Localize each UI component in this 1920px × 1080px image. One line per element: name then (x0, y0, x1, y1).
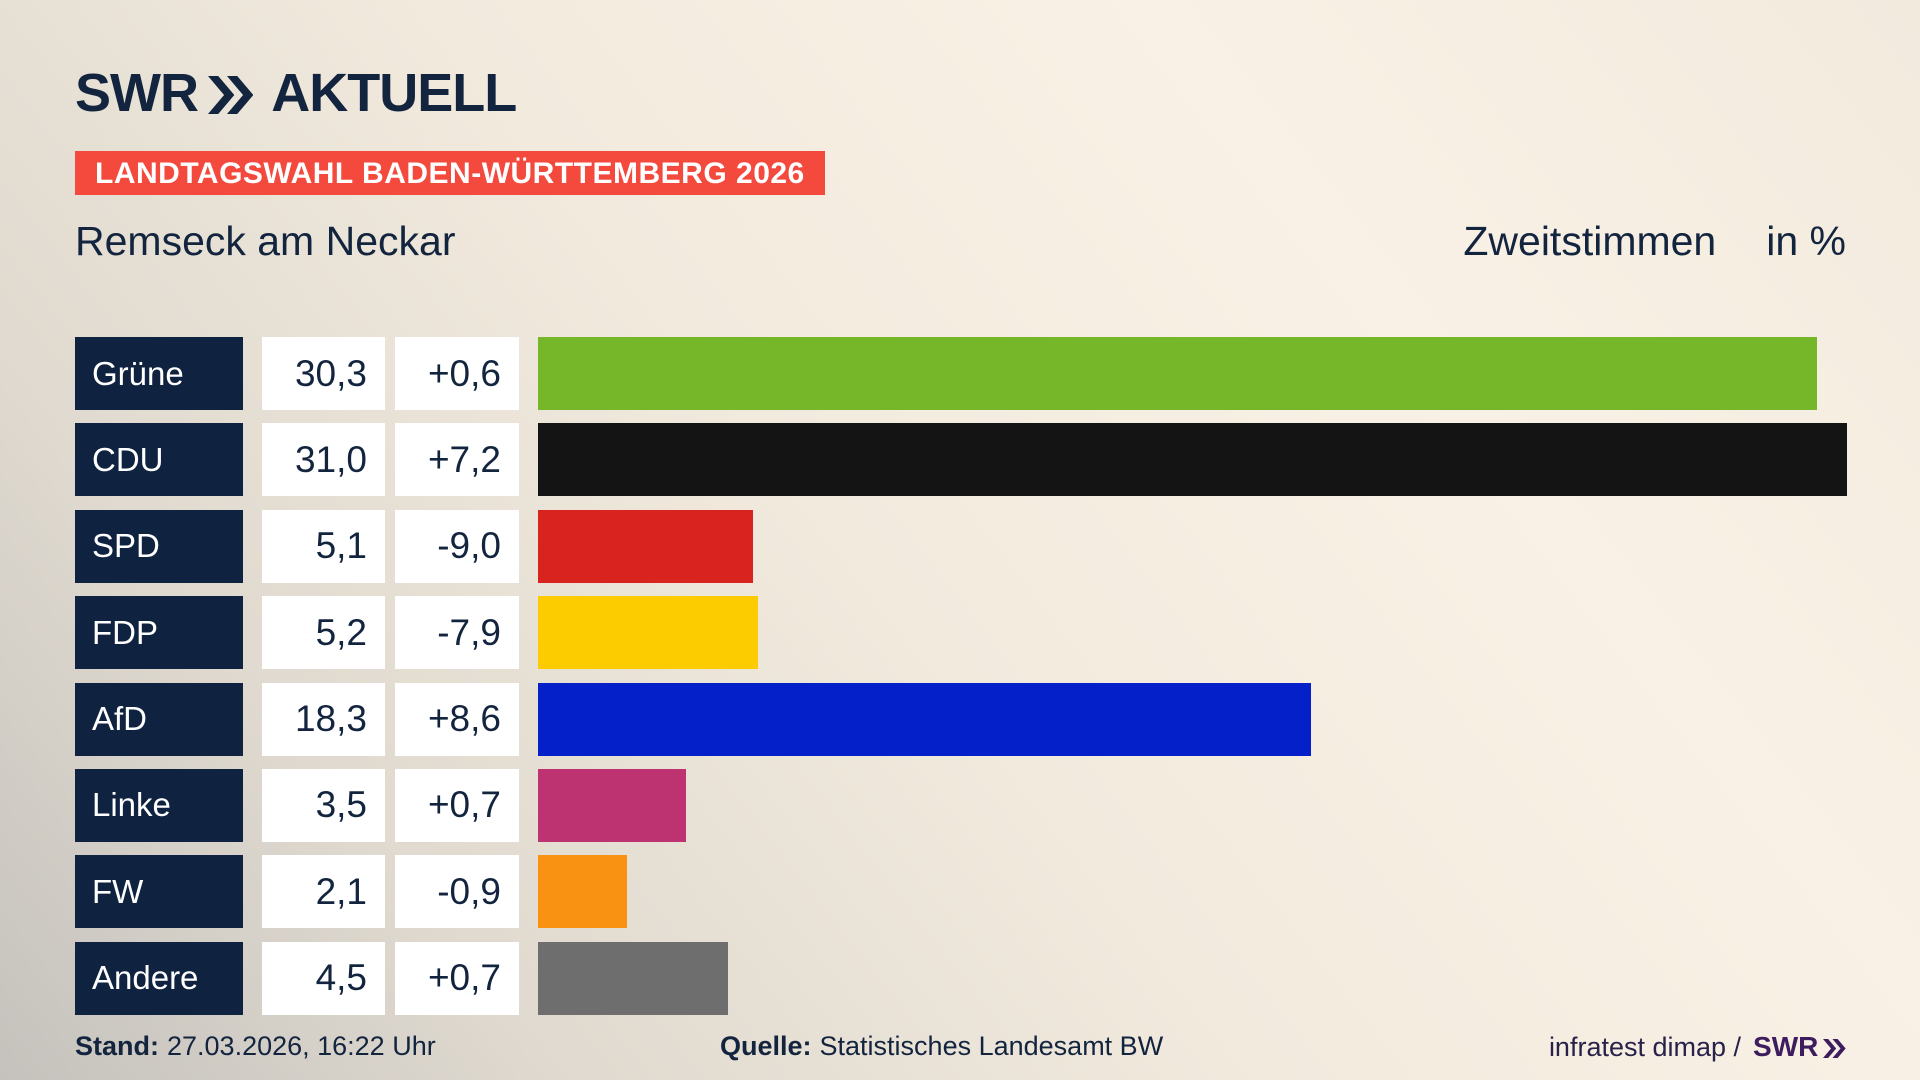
party-label: FDP (75, 596, 243, 670)
bar-track (538, 941, 1847, 1015)
bar-track (538, 337, 1847, 410)
party-row: FDP 5,2 -7,9 (75, 596, 1847, 670)
party-label: Grüne (75, 337, 243, 410)
party-change: -9,0 (395, 509, 519, 583)
party-row: CDU 31,0 +7,2 (75, 423, 1847, 497)
status-stand: Stand: 27.03.2026, 16:22 Uhr (75, 1031, 436, 1062)
bar-track (538, 855, 1847, 929)
quelle-value: Statistisches Landesamt BW (819, 1031, 1164, 1061)
party-row: FW 2,1 -0,9 (75, 855, 1847, 929)
party-row: AfD 18,3 +8,6 (75, 682, 1847, 756)
credit-text: infratest dimap / (1548, 1031, 1742, 1062)
stand-value: 27.03.2026, 16:22 Uhr (167, 1031, 436, 1061)
party-change: +0,7 (395, 941, 519, 1015)
party-label: AfD (75, 682, 243, 756)
party-bar (538, 509, 754, 583)
page-title: Remseck am Neckar (75, 218, 456, 264)
party-change: +7,2 (395, 423, 519, 497)
party-bar (538, 423, 1847, 497)
party-value: 5,1 (262, 509, 385, 583)
party-change: -0,9 (395, 855, 519, 929)
vote-type-header: Zweitstimmen in % (1463, 218, 1846, 265)
bar-track (538, 682, 1847, 756)
party-row: Linke 3,5 +0,7 (75, 768, 1847, 842)
party-label: Linke (75, 768, 243, 842)
swr-footer-wordmark: SWR (1753, 1031, 1819, 1062)
party-value: 3,5 (262, 768, 385, 842)
party-bar (538, 768, 686, 842)
party-change: +0,7 (395, 768, 519, 842)
bar-track (538, 596, 1847, 670)
aktuell-wordmark: AKTUELL (271, 63, 517, 123)
party-label: CDU (75, 423, 243, 497)
party-value: 5,2 (262, 596, 385, 670)
party-bar (538, 337, 1818, 410)
party-value: 30,3 (262, 337, 385, 410)
bar-track (538, 423, 1847, 497)
party-label: Andere (75, 941, 243, 1015)
party-value: 2,1 (262, 855, 385, 929)
party-bar (538, 682, 1311, 756)
party-row: Grüne 30,3 +0,6 (75, 337, 1847, 410)
credit-note: infratest dimap / SWR (1549, 1031, 1846, 1063)
bar-track (538, 509, 1847, 583)
stand-label: Stand: (75, 1031, 159, 1061)
swr-aktuell-logo: SWR AKTUELL (75, 63, 517, 123)
party-value: 31,0 (262, 423, 385, 497)
party-row: Andere 4,5 +0,7 (75, 941, 1847, 1015)
party-bar (538, 941, 729, 1015)
party-value: 4,5 (262, 941, 385, 1015)
swr-chevrons-icon (207, 75, 254, 114)
party-row: SPD 5,1 -9,0 (75, 509, 1847, 583)
party-change: -7,9 (395, 596, 519, 670)
swr-footer-chevrons-icon (1823, 1038, 1846, 1058)
party-label: FW (75, 855, 243, 929)
bar-track (538, 768, 1847, 842)
party-bar (538, 596, 758, 670)
quelle-label: Quelle: (720, 1031, 812, 1061)
unit-label: in % (1766, 218, 1846, 264)
swr-footer-logo: SWR (1753, 1031, 1846, 1063)
bar-chart: Grüne 30,3 +0,6 CDU 31,0 +7,2 SPD 5,1 -9,0 FDP 5,2… (75, 337, 1847, 1015)
party-value: 18,3 (262, 682, 385, 756)
party-bar (538, 855, 627, 929)
source-note: Quelle: Statistisches Landesamt BW (720, 1031, 1163, 1062)
election-banner: LANDTAGSWAHL BADEN-WÜRTTEMBERG 2026 (75, 151, 825, 195)
party-change: +0,6 (395, 337, 519, 410)
party-label: SPD (75, 509, 243, 583)
party-change: +8,6 (395, 682, 519, 756)
vote-type-label: Zweitstimmen (1463, 218, 1717, 264)
swr-wordmark: SWR (75, 63, 199, 123)
